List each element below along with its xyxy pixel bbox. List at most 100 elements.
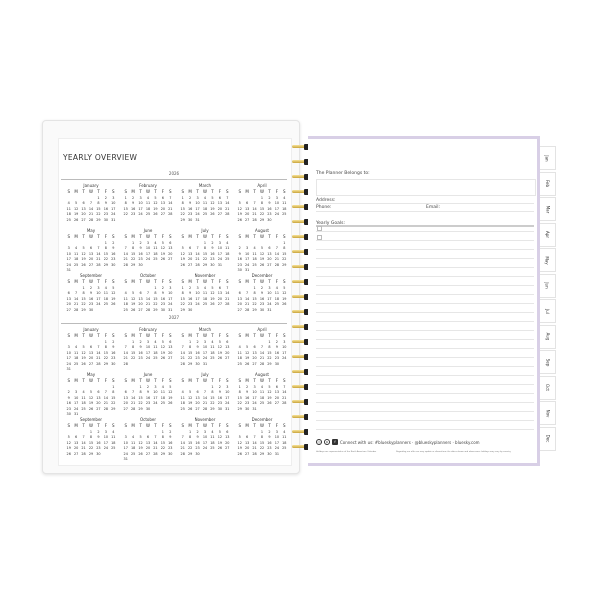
- spiral-coil: [292, 294, 314, 300]
- goal-checkbox[interactable]: [317, 226, 322, 231]
- goal-line[interactable]: [316, 285, 534, 286]
- goal-line[interactable]: [316, 393, 534, 394]
- goal-line[interactable]: [316, 366, 534, 367]
- day-cell: 21: [252, 212, 257, 216]
- day-cell: 15: [103, 251, 109, 256]
- weekday-header: S: [226, 378, 229, 383]
- weekday-header: S: [124, 333, 127, 338]
- day-cell: 27: [138, 307, 143, 312]
- spiral-coil: [292, 279, 314, 285]
- tab-oct[interactable]: Oct: [540, 375, 556, 400]
- tab-dec[interactable]: Dec: [540, 426, 556, 451]
- day-cell: 26: [244, 361, 250, 366]
- day-cell: 7: [246, 291, 249, 295]
- goal-line[interactable]: [316, 303, 534, 304]
- day-cell: 26: [111, 302, 116, 306]
- weekday-header: W: [203, 189, 207, 194]
- day-cell: 11: [282, 201, 287, 205]
- day-cell: 16: [160, 296, 166, 301]
- day-cell: 2: [89, 285, 93, 290]
- day-cell: 14: [103, 395, 109, 400]
- weekday-header: S: [67, 378, 70, 383]
- weekday-header: F: [104, 189, 107, 194]
- day-cell: 5: [82, 246, 85, 250]
- day-cell: 8: [203, 246, 207, 250]
- day-cell: 29: [187, 361, 193, 366]
- day-cell: 19: [210, 206, 215, 211]
- goal-line[interactable]: [316, 249, 534, 250]
- day-cell: 27: [244, 217, 250, 222]
- day-cell: 11: [73, 350, 79, 355]
- day-cell: 4: [260, 384, 264, 389]
- day-cell: 28: [225, 302, 230, 306]
- day-cell: 16: [96, 440, 101, 445]
- goal-line[interactable]: [316, 402, 534, 403]
- day-cell: 6: [89, 246, 93, 250]
- goal-line[interactable]: [316, 258, 534, 259]
- day-cell: 1: [132, 339, 135, 344]
- empty-cell: [251, 196, 258, 200]
- day-cell: 19: [138, 446, 143, 450]
- day-cell: 15: [259, 206, 265, 211]
- tab-apr[interactable]: Apr: [540, 222, 556, 247]
- day-cell: 7: [253, 435, 256, 439]
- day-cell: 8: [253, 291, 256, 295]
- tab-feb[interactable]: Feb: [540, 171, 556, 196]
- day-cell: 9: [260, 291, 264, 295]
- goal-line[interactable]: [316, 231, 534, 232]
- owner-name-box[interactable]: [316, 179, 536, 196]
- weekday-header: F: [104, 378, 107, 383]
- tab-nov[interactable]: Nov: [540, 401, 556, 425]
- weekday-header: T: [253, 333, 256, 338]
- goal-line[interactable]: [316, 240, 534, 241]
- day-cell: 19: [244, 356, 250, 360]
- day-cell: 9: [139, 246, 142, 250]
- goal-line[interactable]: [316, 294, 534, 295]
- goal-line[interactable]: [316, 267, 534, 268]
- day-cell: 30: [187, 307, 193, 312]
- day-cell: 13: [138, 296, 143, 301]
- tab-mar[interactable]: Mar: [540, 197, 556, 221]
- goal-line[interactable]: [316, 411, 534, 412]
- day-cell: 18: [259, 395, 265, 400]
- tab-jan[interactable]: Jan: [540, 146, 556, 170]
- goal-line[interactable]: [316, 420, 534, 421]
- day-cell: 16: [103, 206, 109, 211]
- day-cell: 4: [226, 240, 229, 245]
- goal-line[interactable]: [316, 348, 534, 349]
- goal-line[interactable]: [316, 330, 534, 331]
- goal-checkbox[interactable]: [317, 235, 322, 240]
- goal-line[interactable]: [316, 375, 534, 376]
- goal-line[interactable]: [316, 321, 534, 322]
- tab-sep[interactable]: Sep: [540, 350, 556, 374]
- day-cell: 18: [111, 440, 116, 445]
- weekday-header: W: [203, 378, 207, 383]
- day-cell: 5: [75, 201, 78, 205]
- day-cell: 21: [274, 257, 280, 261]
- day-cell: 21: [180, 356, 185, 360]
- goal-line[interactable]: [316, 357, 534, 358]
- goal-line[interactable]: [316, 429, 534, 430]
- day-cell: 6: [75, 435, 78, 439]
- day-cell: 5: [189, 390, 192, 394]
- day-cell: 22: [210, 401, 215, 405]
- tab-may[interactable]: May: [540, 248, 556, 272]
- weekday-header: S: [283, 333, 286, 338]
- empty-cell: [129, 286, 136, 290]
- goal-line[interactable]: [316, 339, 534, 340]
- day-cell: 6: [189, 246, 192, 250]
- tab-jun[interactable]: Jun: [540, 273, 556, 298]
- day-cell: 18: [210, 440, 215, 445]
- day-cell: 25: [252, 262, 257, 267]
- goal-line[interactable]: [316, 384, 534, 385]
- day-cell: 25: [160, 401, 166, 405]
- day-cell: 7: [283, 384, 286, 389]
- weekday-header: S: [238, 234, 241, 239]
- day-cell: 13: [96, 395, 101, 400]
- goal-line[interactable]: [316, 312, 534, 313]
- goal-line[interactable]: [316, 276, 534, 277]
- tab-aug[interactable]: Aug: [540, 324, 556, 349]
- tab-jul[interactable]: Jul: [540, 299, 556, 323]
- day-cell: 23: [96, 446, 101, 450]
- weekday-header: S: [238, 333, 241, 338]
